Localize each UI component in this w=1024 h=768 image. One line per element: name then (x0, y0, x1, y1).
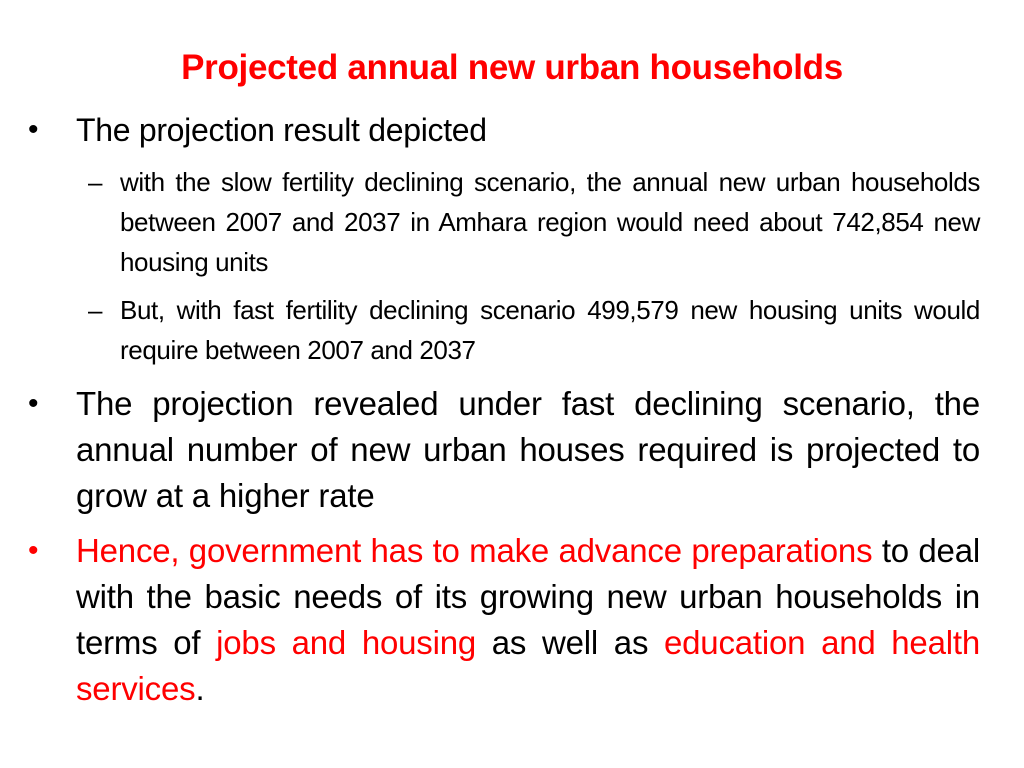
bullet-mark: • (28, 534, 39, 567)
bullet-mark: • (28, 113, 39, 146)
text-segment: as well as (476, 624, 664, 661)
bullet-text: The projection revealed under fast decli… (76, 385, 980, 514)
sub-bullet-mark: – (88, 295, 103, 325)
text-segment: . (195, 670, 205, 707)
highlight-jobs-housing: jobs and housing (216, 624, 477, 661)
bullet-text: The projection result depicted (76, 112, 487, 148)
sub-bullet-text: with the slow fertility declining scenar… (120, 167, 980, 277)
bullet-text: Hence, government has to make advance pr… (76, 528, 980, 712)
highlight-education-health: education and health services (76, 624, 980, 707)
slide-title: Projected annual new urban households (181, 48, 843, 87)
sub-bullet-mark: – (88, 167, 103, 197)
bullet-mark: • (28, 387, 39, 420)
text-segment: to deal with the basic needs of its grow… (76, 532, 980, 661)
highlight-government-preparations: Hence, government has to make advance pr… (76, 532, 873, 569)
sub-bullet-text: But, with fast fertility declining scena… (120, 295, 980, 365)
